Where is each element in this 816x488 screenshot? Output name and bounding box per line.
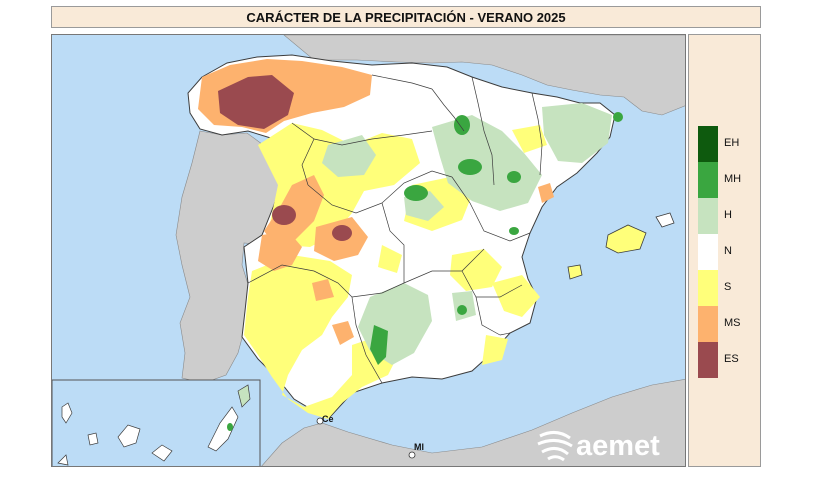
- aemet-logo-icon: [537, 431, 573, 462]
- precipitation-map: Ce Ml aemet: [51, 34, 686, 467]
- legend-swatch-n: [698, 234, 718, 270]
- legend-item-n: N: [698, 234, 758, 270]
- legend-swatch-mh: [698, 162, 718, 198]
- aemet-logo: aemet: [536, 429, 660, 463]
- legend-panel: EH MH H N S MS ES: [688, 34, 761, 467]
- legend-swatch-es: [698, 342, 718, 378]
- france-landmass: [283, 35, 685, 116]
- legend-item-es: ES: [698, 342, 758, 378]
- city-label-melilla: Ml: [414, 442, 424, 452]
- regional-borders: [247, 74, 543, 384]
- ceuta-marker: [316, 417, 324, 425]
- balearic-islands: [567, 212, 675, 280]
- legend-item-mh: MH: [698, 162, 758, 198]
- legend-item-eh: EH: [698, 126, 758, 162]
- city-label-ceuta: Ce: [322, 414, 334, 424]
- canary-islands-inset: [52, 379, 261, 466]
- legend-label-s: S: [724, 281, 732, 293]
- map-title: CARÁCTER DE LA PRECIPITACIÓN - VERANO 20…: [51, 6, 761, 28]
- legend-label-ms: MS: [724, 317, 741, 329]
- legend-label-mh: MH: [724, 173, 742, 185]
- legend-label-es: ES: [724, 353, 739, 365]
- africa-landmass: [261, 379, 685, 466]
- wet-regions-mh: [370, 112, 623, 365]
- legend-item-s: S: [698, 270, 758, 306]
- legend-label-h: H: [724, 209, 732, 221]
- aemet-logo-text: aemet: [576, 429, 660, 462]
- legend-swatch-h: [698, 198, 718, 234]
- melilla-marker: [408, 451, 416, 459]
- legend-label-n: N: [724, 245, 732, 257]
- map-canvas: [52, 35, 685, 466]
- legend-label-eh: EH: [724, 137, 740, 149]
- legend-swatch-eh: [698, 126, 718, 162]
- dry-regions-es: [218, 75, 352, 241]
- legend-swatch-ms: [698, 306, 718, 342]
- legend-item-h: H: [698, 198, 758, 234]
- legend-swatch-s: [698, 270, 718, 306]
- legend-item-ms: MS: [698, 306, 758, 342]
